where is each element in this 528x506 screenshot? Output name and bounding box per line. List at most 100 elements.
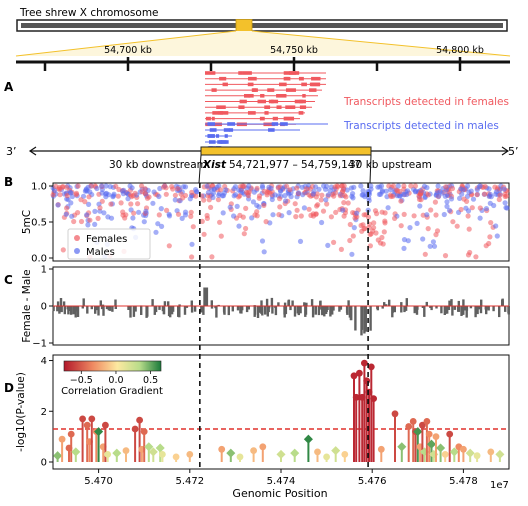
male-methylation-point [156,193,162,200]
difference-bar [169,306,172,318]
male-methylation-point [63,211,69,217]
difference-bar [425,301,428,306]
male-methylation-point [272,192,278,198]
pvalue-marker-negative [350,372,358,380]
male-methylation-point [457,195,463,201]
pvalue-marker-negative [352,393,360,401]
panel-a-letter: A [4,80,14,94]
male-methylation-point [359,192,365,198]
male-methylation-point [286,210,292,216]
colorbar-tick-label: 0.0 [108,375,123,386]
difference-bar [314,306,317,315]
male-methylation-point [259,238,266,244]
male-methylation-point [83,187,89,193]
difference-bar [391,306,395,310]
difference-bar [310,299,314,306]
female-methylation-point [350,233,356,239]
panel-d-ytick-label: 2 [41,407,47,418]
male-methylation-point [319,219,325,226]
difference-bar [274,306,277,308]
pvalue-marker-negative [159,451,166,458]
difference-bar [304,306,308,315]
pvalue-marker-negative [487,448,495,456]
colorbar-gradient [63,360,162,372]
female-exon [301,82,307,87]
male-methylation-point [204,183,210,189]
male-methylation-point [405,238,411,244]
difference-bar [245,306,249,313]
female-methylation-point [398,223,404,229]
female-exon [211,88,217,92]
male-methylation-point [210,194,216,201]
panel-d-xtick-label: 5.470 [84,476,113,487]
female-exon [279,82,287,87]
difference-bar [74,306,78,312]
female-exon [264,111,269,115]
male-methylation-point [155,221,161,227]
female-methylation-point [208,204,214,210]
pvalue-marker-negative [432,433,440,440]
pvalue-marker-negative [58,435,66,443]
female-methylation-point [367,243,373,249]
pvalue-marker-negative [423,418,431,425]
female-methylation-point [237,193,243,199]
pvalue-marker-negative [370,395,377,402]
male-methylation-point [430,239,436,245]
pvalue-marker-negative [323,453,330,461]
difference-bar [105,306,109,310]
difference-bar [163,301,167,306]
female-exon [205,116,211,121]
difference-bar [457,300,460,306]
difference-bar [56,301,60,306]
male-methylation-point [261,249,267,255]
male-methylation-point [103,183,109,189]
female-methylation-point [276,212,282,218]
female-methylation-point [166,243,172,249]
female-exon [205,71,216,75]
difference-bars [52,287,510,336]
female-methylation-point [60,247,66,253]
panel-b-ylabel: 5mC [21,210,33,234]
female-methylation-point [481,191,488,197]
female-methylation-point [277,196,283,202]
difference-bar [185,306,189,308]
female-methylation-point [382,210,388,216]
difference-bar [202,306,205,315]
difference-bar [421,306,425,308]
male-methylation-point [420,236,426,242]
pvalue-marker-negative [88,415,96,423]
male-methylation-point [92,221,98,227]
female-methylation-point [469,205,475,211]
female-methylation-point [408,183,414,189]
difference-bar [430,306,433,311]
male-methylation-point [220,210,226,216]
female-methylation-point [132,190,138,196]
female-methylation-point [139,183,145,189]
difference-bar [108,306,112,311]
male-methylation-point [383,188,389,194]
female-methylation-point [466,226,472,232]
difference-bar [67,306,70,315]
female-methylation-point [75,210,81,216]
pvalue-marker-negative [67,430,75,438]
difference-bar [400,302,403,306]
female-methylation-point [497,192,503,198]
difference-bar [346,306,349,315]
difference-bar [326,306,329,310]
male-methylation-point [474,187,480,193]
female-methylation-point [347,237,353,244]
female-methylation-point [175,211,182,217]
male-methylation-point [141,219,147,225]
female-exon [309,88,317,92]
female-methylation-point [245,190,251,196]
difference-bar [289,306,292,311]
difference-bar [347,300,350,306]
difference-bar [453,306,457,310]
male-exon [207,134,215,138]
female-methylation-point [428,207,434,213]
male-methylation-point [129,185,135,191]
female-methylation-point [422,251,428,257]
difference-bar [210,300,213,306]
difference-bar [492,306,495,312]
male-methylation-point [92,208,98,214]
